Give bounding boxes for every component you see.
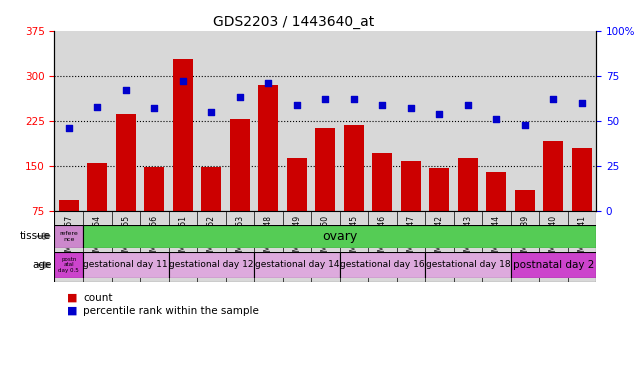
Point	[548, 96, 558, 103]
Text: GSM120845: GSM120845	[349, 215, 358, 261]
Bar	[511, 252, 596, 278]
Text: GSM120857: GSM120857	[64, 215, 73, 261]
Point	[434, 111, 444, 117]
Text: GSM120844: GSM120844	[492, 215, 501, 261]
Bar	[572, 148, 592, 211]
Bar	[116, 114, 136, 211]
Text: gestational day 18: gestational day 18	[426, 260, 510, 270]
Point	[263, 80, 274, 86]
Text: percentile rank within the sample: percentile rank within the sample	[83, 306, 259, 316]
Text: GSM120841: GSM120841	[578, 215, 587, 261]
Text: GSM120840: GSM120840	[549, 215, 558, 261]
Bar	[401, 161, 420, 211]
Text: gestational day 16: gestational day 16	[340, 260, 424, 270]
Text: GSM120852: GSM120852	[207, 215, 216, 261]
Text: GSM120849: GSM120849	[292, 215, 301, 261]
Text: age: age	[32, 260, 51, 270]
Text: GSM120843: GSM120843	[463, 215, 472, 261]
Text: GSM120839: GSM120839	[520, 215, 529, 261]
Text: GSM120853: GSM120853	[235, 215, 244, 261]
Text: GSM120848: GSM120848	[264, 215, 273, 261]
Bar	[429, 168, 449, 211]
Point	[320, 96, 331, 103]
Text: gestational day 12: gestational day 12	[169, 260, 254, 270]
Point	[520, 121, 530, 127]
Point	[406, 105, 416, 111]
Text: count: count	[83, 293, 113, 303]
Point	[292, 102, 302, 108]
Text: GSM120851: GSM120851	[178, 215, 187, 261]
Bar	[59, 200, 79, 211]
Bar	[83, 252, 169, 278]
Text: ■: ■	[67, 306, 78, 316]
Bar	[54, 252, 83, 278]
Bar	[515, 190, 535, 211]
Point	[178, 78, 188, 84]
Text: tissue: tissue	[20, 231, 51, 241]
Point	[463, 102, 473, 108]
Text: gestational day 14: gestational day 14	[254, 260, 339, 270]
Bar	[487, 172, 506, 211]
Bar	[458, 158, 478, 211]
Point	[577, 100, 587, 106]
Text: gestational day 11: gestational day 11	[83, 260, 168, 270]
Bar	[344, 125, 364, 211]
Point	[491, 116, 501, 122]
Bar	[230, 119, 250, 211]
Point	[206, 109, 217, 115]
Text: GSM120842: GSM120842	[435, 215, 444, 261]
Text: refere
nce: refere nce	[60, 231, 78, 242]
Bar	[54, 225, 83, 248]
Bar	[201, 167, 221, 211]
Point	[235, 94, 245, 101]
Bar	[340, 252, 425, 278]
Text: GSM120856: GSM120856	[150, 215, 159, 261]
Text: GDS2203 / 1443640_at: GDS2203 / 1443640_at	[213, 15, 374, 29]
Text: postnatal day 2: postnatal day 2	[513, 260, 594, 270]
Bar	[315, 128, 335, 211]
Bar	[169, 252, 254, 278]
Bar	[173, 59, 193, 211]
Text: GSM120846: GSM120846	[378, 215, 387, 261]
Bar	[287, 158, 307, 211]
Bar	[258, 85, 278, 211]
Text: GSM120847: GSM120847	[406, 215, 415, 261]
Point	[92, 103, 103, 109]
Point	[63, 125, 74, 131]
Text: ■: ■	[67, 293, 78, 303]
Bar	[144, 167, 164, 211]
Bar	[372, 153, 392, 211]
Bar	[254, 252, 340, 278]
Text: GSM120854: GSM120854	[93, 215, 102, 261]
Point	[149, 105, 160, 111]
Text: GSM120850: GSM120850	[320, 215, 330, 261]
Bar	[544, 141, 563, 211]
Bar	[87, 163, 107, 211]
Text: ovary: ovary	[322, 230, 357, 243]
Text: postn
atal
day 0.5: postn atal day 0.5	[58, 257, 79, 273]
Point	[121, 87, 131, 93]
Text: GSM120855: GSM120855	[121, 215, 130, 261]
Bar	[425, 252, 511, 278]
Point	[349, 96, 359, 103]
Point	[377, 102, 387, 108]
